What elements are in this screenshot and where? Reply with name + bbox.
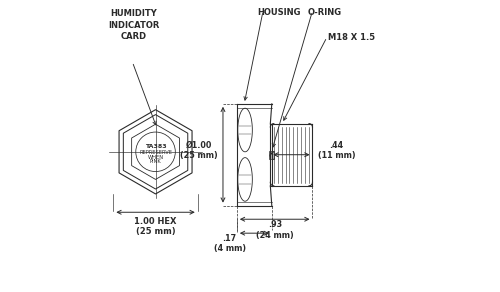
Polygon shape bbox=[238, 158, 252, 201]
Text: 1.00 HEX
(25 mm): 1.00 HEX (25 mm) bbox=[134, 217, 177, 236]
Text: O-RING: O-RING bbox=[308, 8, 342, 17]
Polygon shape bbox=[238, 108, 252, 152]
Text: PINK: PINK bbox=[150, 159, 162, 164]
Text: REPRESERVE: REPRESERVE bbox=[139, 150, 172, 155]
Text: HOUSING: HOUSING bbox=[258, 8, 301, 17]
Text: M18 X 1.5: M18 X 1.5 bbox=[328, 32, 376, 41]
Text: WHEN: WHEN bbox=[148, 155, 164, 160]
Text: TA383: TA383 bbox=[144, 144, 167, 150]
Text: HUMIDITY
INDICATOR
CARD: HUMIDITY INDICATOR CARD bbox=[108, 9, 160, 41]
Text: .17
(4 mm): .17 (4 mm) bbox=[214, 234, 246, 253]
Polygon shape bbox=[269, 151, 274, 159]
Text: .44
(11 mm): .44 (11 mm) bbox=[318, 141, 356, 160]
Text: .93
(24 mm): .93 (24 mm) bbox=[256, 220, 294, 239]
Text: Ø1.00
(25 mm): Ø1.00 (25 mm) bbox=[180, 141, 218, 160]
